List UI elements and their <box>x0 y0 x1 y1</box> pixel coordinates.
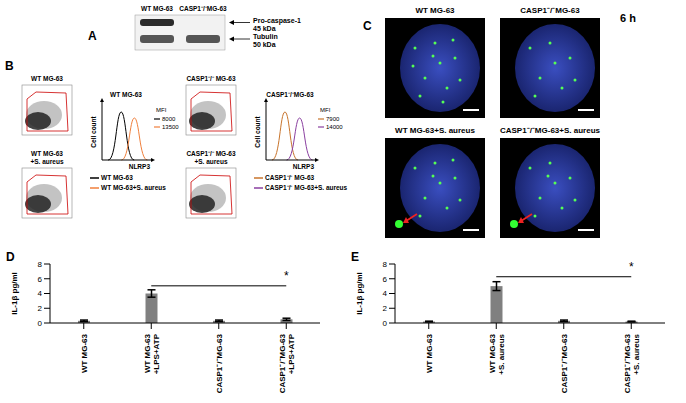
svg-text:CASP1⁻/⁻ MG-63: CASP1⁻/⁻ MG-63 <box>186 150 236 157</box>
html-text:D: D <box>6 250 15 264</box>
svg-text:CASP1⁻/⁻MG-63: CASP1⁻/⁻MG-63 <box>266 91 314 98</box>
svg-text:WT MG-63+S. aureus: WT MG-63+S. aureus <box>395 126 475 135</box>
svg-text:MFI: MFI <box>156 107 167 113</box>
svg-text:WT MG-63: WT MG-63 <box>31 150 63 157</box>
svg-text:WT MG-63: WT MG-63 <box>415 6 455 15</box>
svg-text:8: 8 <box>38 260 43 269</box>
svg-text:4: 4 <box>38 289 43 298</box>
svg-text:8000: 8000 <box>162 116 176 122</box>
svg-text:A: A <box>88 29 97 43</box>
svg-text:CASP1⁻/⁻MG-63: CASP1⁻/⁻MG-63 <box>520 6 580 15</box>
svg-text:WT MG-63+S. aureus: WT MG-63+S. aureus <box>488 333 506 374</box>
svg-text:CASP1⁻/⁻MG-63+S. aureus: CASP1⁻/⁻MG-63+S. aureus <box>500 126 601 135</box>
svg-text:14000: 14000 <box>326 124 343 130</box>
svg-text:6: 6 <box>383 275 388 284</box>
svg-text:0: 0 <box>38 319 43 328</box>
svg-text:CASP1⁻/⁻MG-63: CASP1⁻/⁻MG-63 <box>560 333 569 393</box>
svg-text:Tubulin: Tubulin <box>253 33 278 40</box>
svg-text:Cell count: Cell count <box>90 115 97 147</box>
svg-text:0: 0 <box>383 319 388 328</box>
svg-text:WT MG-63: WT MG-63 <box>425 333 434 373</box>
svg-text:CASP1⁻/⁻MG-63+S. aureus: CASP1⁻/⁻MG-63+S. aureus <box>623 333 641 393</box>
svg-text:MFI: MFI <box>320 107 331 113</box>
svg-text:IL-1β pg/ml: IL-1β pg/ml <box>355 272 364 315</box>
svg-text:IL-1β pg/ml: IL-1β pg/ml <box>10 272 19 315</box>
svg-text:CASP1⁻/⁻ MG-63: CASP1⁻/⁻ MG-63 <box>265 174 315 181</box>
svg-text:+S. aureus: +S. aureus <box>194 158 227 165</box>
svg-text:*: * <box>629 260 634 274</box>
svg-text:4: 4 <box>383 289 388 298</box>
svg-text:50 kDa: 50 kDa <box>253 41 276 48</box>
svg-text:2: 2 <box>383 304 388 313</box>
svg-text:Pro-caspase-1: Pro-caspase-1 <box>253 17 301 25</box>
svg-text:WT MG-63: WT MG-63 <box>31 75 63 82</box>
svg-text:*: * <box>284 269 289 283</box>
svg-text:B: B <box>5 59 14 73</box>
svg-text:13500: 13500 <box>162 124 179 130</box>
svg-text:+S. aureus: +S. aureus <box>30 158 63 165</box>
svg-text:WT MG-63: WT MG-63 <box>141 5 173 12</box>
svg-text:WT MG-63+LPS+ATP: WT MG-63+LPS+ATP <box>143 333 161 374</box>
svg-text:CASP1⁻/⁻ MG-63: CASP1⁻/⁻ MG-63 <box>186 75 236 82</box>
svg-text:Cell count: Cell count <box>254 115 261 147</box>
html-text:E: E <box>351 250 359 264</box>
svg-text:6: 6 <box>38 275 43 284</box>
svg-text:NLRP3: NLRP3 <box>129 163 151 170</box>
svg-text:CASP1⁻/⁻MG-63+LPS+ATP: CASP1⁻/⁻MG-63+LPS+ATP <box>278 333 296 393</box>
svg-text:CASP1⁻/⁻MG-63: CASP1⁻/⁻MG-63 <box>179 5 227 12</box>
svg-text:WT MG-63: WT MG-63 <box>101 174 133 181</box>
svg-text:7900: 7900 <box>326 116 340 122</box>
svg-text:WT MG-63+S. aureus: WT MG-63+S. aureus <box>101 184 166 191</box>
svg-text:WT MG-63: WT MG-63 <box>110 91 142 98</box>
svg-text:2: 2 <box>38 304 43 313</box>
svg-text:6 h: 6 h <box>620 12 636 24</box>
svg-text:C: C <box>363 19 372 33</box>
svg-text:8: 8 <box>383 260 388 269</box>
svg-text:CASP1⁻/⁻ MG-63+S. aureus: CASP1⁻/⁻ MG-63+S. aureus <box>265 184 348 191</box>
svg-text:WT MG-63: WT MG-63 <box>80 333 89 373</box>
svg-text:NLRP3: NLRP3 <box>293 163 315 170</box>
svg-text:CASP1⁻/⁻MG-63: CASP1⁻/⁻MG-63 <box>215 333 224 393</box>
svg-text:45 kDa: 45 kDa <box>253 25 276 32</box>
